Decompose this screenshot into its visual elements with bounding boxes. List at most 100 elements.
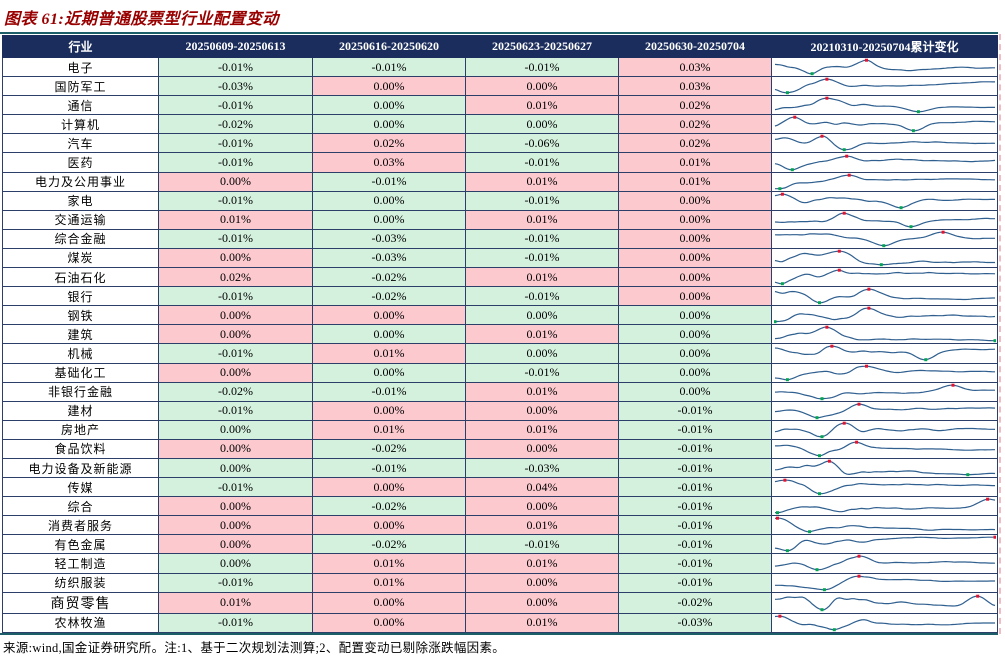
- industry-cell: 建材: [2, 400, 159, 421]
- sparkline-cell: [771, 400, 998, 421]
- sparkline-cell: [771, 515, 998, 536]
- table-row: 商贸零售 0.01% 0.00% 0.00% -0.02%: [2, 591, 998, 614]
- sparkline-cell: [771, 286, 998, 307]
- industry-cell: 有色金属: [2, 534, 159, 555]
- value-cell: -0.02%: [312, 267, 466, 288]
- industry-cell: 石油石化: [2, 267, 159, 288]
- sparkline-chart: [774, 383, 995, 400]
- value-cell: 0.00%: [618, 209, 772, 230]
- sparkline-chart: [774, 249, 995, 267]
- value-cell: -0.01%: [158, 56, 313, 78]
- value-cell: 0.00%: [312, 95, 466, 116]
- value-cell: 0.00%: [618, 343, 772, 364]
- sparkline-cell: [771, 190, 998, 211]
- value-cell: -0.01%: [158, 152, 313, 173]
- value-cell: 0.00%: [158, 438, 313, 459]
- industry-cell: 钢铁: [2, 305, 159, 326]
- min-marker: [879, 263, 883, 267]
- industry-cell: 商贸零售: [2, 591, 159, 614]
- sparkline-chart: [774, 594, 995, 611]
- table-row: 计算机 -0.02% 0.00% 0.00% 0.02%: [2, 114, 998, 135]
- header-row: 行业 20250609-20250613 20250616-20250620 2…: [2, 35, 998, 58]
- value-cell: 0.00%: [312, 515, 466, 536]
- sparkline-chart: [774, 555, 995, 572]
- value-cell: 0.01%: [465, 515, 619, 536]
- sparkline-chart: [774, 287, 995, 305]
- column-header-week4: 20250630-20250704: [618, 35, 772, 58]
- value-cell: -0.02%: [312, 286, 466, 307]
- sparkline-chart: [774, 497, 995, 515]
- table-row: 基础化工 0.00% 0.00% -0.01% 0.00%: [2, 362, 998, 383]
- min-marker: [820, 607, 823, 611]
- value-cell: -0.01%: [465, 534, 619, 555]
- value-cell: 0.01%: [465, 419, 619, 440]
- value-cell: 0.01%: [465, 95, 619, 116]
- table-row: 建筑 0.00% 0.00% 0.01% 0.00%: [2, 324, 998, 345]
- max-marker: [847, 173, 851, 177]
- value-cell: 0.02%: [618, 114, 772, 135]
- value-cell: 0.00%: [465, 400, 619, 421]
- sparkline-chart: [774, 58, 995, 76]
- value-cell: -0.01%: [465, 286, 619, 307]
- sparkline-cell: [771, 591, 998, 614]
- value-cell: 0.03%: [618, 76, 772, 97]
- min-marker: [899, 205, 903, 209]
- industry-cell: 医药: [2, 152, 159, 173]
- source-note: 来源:wind,国金证券研究所。注:1、基于二次规划法测算;2、配置变动已剔除涨…: [3, 641, 506, 655]
- value-cell: -0.03%: [312, 228, 466, 249]
- value-cell: -0.02%: [312, 496, 466, 517]
- sparkline-cell: [771, 362, 998, 383]
- industry-cell: 电力及公用事业: [2, 171, 159, 192]
- value-cell: 0.00%: [618, 267, 772, 288]
- sparkline-cell: [771, 305, 998, 326]
- value-cell: 0.00%: [618, 324, 772, 345]
- value-cell: -0.01%: [465, 362, 619, 383]
- value-cell: -0.02%: [158, 114, 313, 135]
- value-cell: 0.00%: [158, 324, 313, 345]
- industry-cell: 汽车: [2, 133, 159, 154]
- sparkline-cell: [771, 534, 998, 555]
- value-cell: 0.03%: [312, 152, 466, 173]
- value-cell: -0.01%: [158, 95, 313, 116]
- industry-cell: 通信: [2, 95, 159, 116]
- min-marker: [923, 358, 927, 362]
- max-marker: [824, 326, 828, 330]
- value-cell: 0.01%: [465, 553, 619, 574]
- sparkline-cell: [771, 343, 998, 364]
- max-marker: [824, 77, 828, 81]
- sparkline-cell: [771, 612, 998, 634]
- table-row: 电子 -0.01% -0.01% -0.01% 0.03%: [2, 56, 998, 78]
- sparkline-chart: [774, 536, 996, 553]
- max-marker: [857, 574, 860, 578]
- sparkline-chart: [774, 364, 995, 381]
- value-cell: -0.01%: [465, 56, 619, 78]
- value-cell: 0.00%: [465, 114, 619, 135]
- value-cell: 0.00%: [465, 438, 619, 459]
- value-cell: 0.00%: [618, 286, 772, 307]
- value-cell: -0.01%: [618, 496, 772, 517]
- industry-cell: 农林牧渔: [2, 612, 159, 634]
- table-row: 农林牧渔 -0.01% 0.00% 0.01% -0.03%: [2, 612, 998, 634]
- value-cell: 0.00%: [312, 362, 466, 383]
- value-cell: -0.01%: [312, 56, 466, 78]
- min-marker: [911, 129, 915, 133]
- sparkline-chart: [774, 459, 995, 477]
- sparkline-chart: [774, 421, 995, 439]
- value-cell: 0.04%: [465, 477, 619, 498]
- min-marker: [775, 511, 779, 515]
- sparkline-cell: [771, 477, 998, 498]
- max-marker: [842, 421, 846, 425]
- value-cell: 0.01%: [465, 267, 619, 288]
- sparkline-chart: [774, 478, 995, 496]
- min-marker: [773, 320, 776, 324]
- table-row: 综合 0.00% -0.02% 0.00% -0.01%: [2, 496, 998, 517]
- min-marker: [817, 492, 821, 496]
- sparkline-chart: [774, 173, 995, 190]
- table-row: 煤炭 0.00% -0.03% -0.01% 0.00%: [2, 247, 998, 269]
- min-marker: [815, 568, 818, 572]
- value-cell: -0.01%: [618, 477, 772, 498]
- value-cell: 0.01%: [312, 419, 466, 440]
- sparkline-cell: [771, 152, 998, 173]
- sparkline-chart: [774, 574, 995, 591]
- industry-cell: 银行: [2, 286, 159, 307]
